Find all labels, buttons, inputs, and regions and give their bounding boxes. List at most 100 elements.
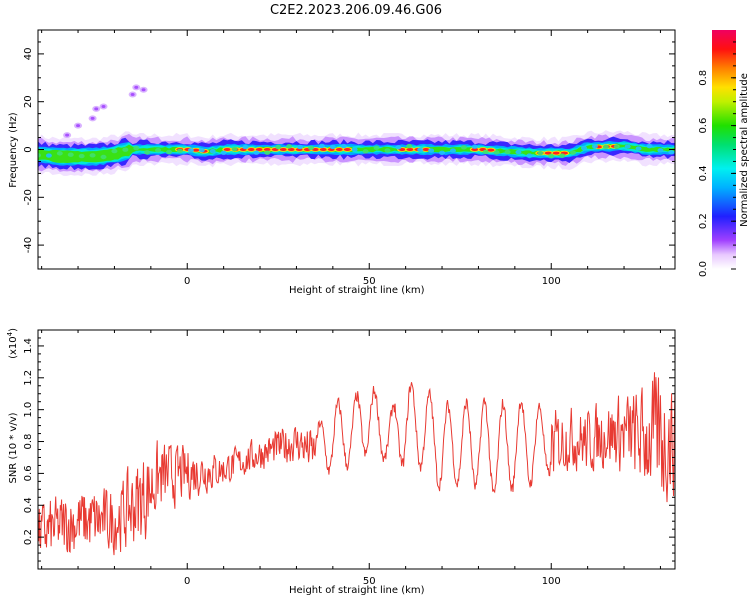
heatmap-outlier — [134, 85, 139, 89]
heatmap-cell — [242, 144, 249, 150]
heatmap-cell — [460, 145, 467, 150]
heatmap-peak-cell — [247, 148, 255, 151]
colorbar-label: Normalized spectral amplitude — [739, 73, 750, 227]
heatmap-cell — [570, 150, 577, 155]
heatmap-cell — [340, 143, 347, 149]
heatmap-cell — [231, 146, 238, 152]
heatmap-cell — [493, 150, 500, 155]
heatmap-cell — [591, 144, 598, 149]
heatmap-cell — [657, 148, 664, 153]
heatmap-band — [38, 140, 675, 166]
heatmap-cell — [275, 144, 282, 150]
heatmap-cell — [329, 144, 336, 150]
heatmap-cell — [559, 153, 566, 158]
top-y-axis-label: Frequency (Hz) — [8, 112, 19, 188]
heatmap-cell — [548, 153, 555, 159]
heatmap-peak-cell — [263, 148, 271, 151]
heatmap-cell — [482, 149, 489, 155]
heatmap-cell — [515, 149, 522, 155]
heatmap-outlier — [101, 104, 106, 108]
bottom-x-axis-label: Height of straight line (km) — [289, 585, 425, 596]
heatmap-cell — [155, 147, 162, 153]
heatmap-cell — [602, 144, 609, 150]
heatmap-cell — [176, 148, 183, 154]
heatmap-peak-cell — [319, 148, 327, 151]
heatmap-cell — [646, 143, 653, 149]
heatmap-cell — [286, 144, 293, 149]
bottom-y-tick-label: 0.2 — [23, 529, 34, 545]
heatmap-cell — [253, 150, 260, 155]
heatmap-cell — [504, 149, 511, 155]
heatmap-cell — [133, 145, 140, 151]
colorbar-tick-label: 0.6 — [698, 118, 709, 134]
heatmap-cell — [406, 143, 413, 149]
heatmap-cell — [45, 153, 52, 158]
heatmap-cell — [297, 144, 304, 150]
heatmap-cell — [198, 148, 205, 153]
colorbar-tick-label: 0.8 — [698, 70, 709, 86]
heatmap-cell — [100, 154, 107, 160]
heatmap-peak-cell — [335, 148, 343, 151]
heatmap-cell — [122, 147, 129, 152]
heatmap-peak-cell — [422, 148, 430, 151]
heatmap-cell — [38, 153, 41, 158]
heatmap-outlier — [94, 107, 99, 111]
snr-series-line — [38, 372, 675, 556]
bottom-x-tick-label: 100 — [542, 576, 561, 587]
heatmap-outlier — [90, 116, 95, 120]
heatmap-band — [38, 142, 675, 165]
heatmap-cell — [635, 146, 642, 151]
heatmap-peak-cell — [406, 148, 414, 151]
colorbar — [712, 30, 736, 269]
heatmap-outlier — [76, 124, 81, 128]
heatmap-cell — [187, 148, 194, 153]
heatmap-cell — [526, 153, 533, 158]
heatmap-cell — [581, 145, 587, 151]
heatmap-cell — [624, 144, 631, 149]
y-multiplier-close: ) — [8, 328, 19, 332]
heatmap-cell — [78, 153, 85, 159]
y-multiplier-label: (x104) — [6, 328, 19, 359]
top-x-tick-label: 0 — [184, 276, 190, 287]
bottom-y-tick-label: 1.0 — [23, 402, 34, 418]
heatmap-cell — [373, 145, 380, 150]
heatmap-cell — [220, 150, 227, 155]
heatmap-cell — [428, 148, 435, 153]
snr-line-plot — [38, 372, 675, 556]
top-y-tick-label: 20 — [23, 95, 34, 108]
heatmap-cell — [318, 143, 325, 149]
heatmap-cell — [67, 152, 74, 157]
top-y-tick-label: -40 — [23, 237, 34, 253]
bottom-y-tick-label: 0.8 — [23, 434, 34, 450]
colorbar-tick-label: 0.0 — [698, 261, 709, 277]
heatmap-peak-cell — [287, 148, 295, 151]
heatmap-cell — [56, 151, 63, 156]
heatmap-cell — [209, 149, 216, 154]
bottom-x-tick-label: 0 — [184, 576, 190, 587]
heatmap-peak-cell — [279, 148, 287, 151]
bottom-x-tick-label: 50 — [363, 576, 376, 587]
heatmap-peak-cell — [552, 151, 560, 155]
heatmap-cell — [439, 150, 446, 156]
heatmap-peak-cell — [487, 148, 495, 152]
heatmap-cell — [144, 150, 151, 155]
top-y-tick-label: 0 — [23, 146, 34, 152]
heatmap-cell — [264, 150, 271, 155]
heatmap-peak-cell — [223, 148, 231, 151]
heatmap-cell — [384, 148, 391, 153]
bottom-y-tick-label: 0.4 — [23, 497, 34, 513]
heatmap-outlier — [130, 93, 135, 97]
colorbar-tick-label: 0.2 — [698, 213, 709, 229]
heatmap-peak-cell — [192, 148, 200, 152]
heatmap-peak-cell — [544, 151, 552, 155]
heatmap-cell — [613, 144, 620, 149]
heatmap-outlier — [65, 133, 70, 137]
bottom-y-tick-label: 1.2 — [23, 370, 34, 386]
top-y-tick-label: 40 — [23, 48, 34, 61]
bottom-y-axis-label: SNR (10 * v/v) — [8, 412, 19, 483]
colorbar-tick-label: 0.4 — [698, 165, 709, 181]
top-x-tick-label: 50 — [363, 276, 376, 287]
top-x-tick-label: 100 — [542, 276, 561, 287]
